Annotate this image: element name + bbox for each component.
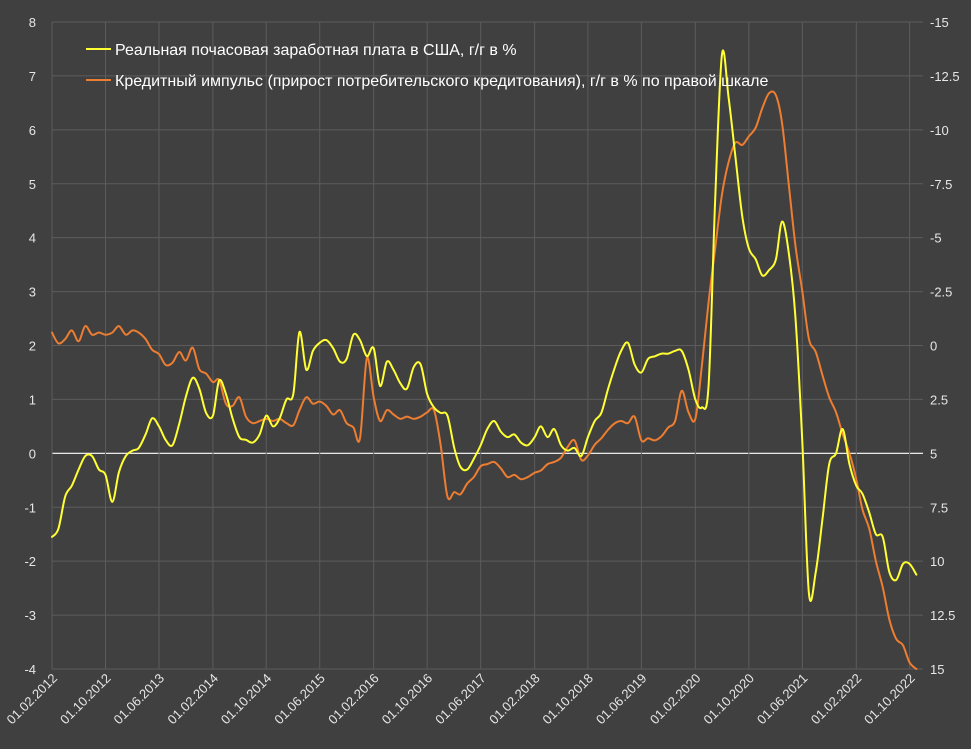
legend: Реальная почасовая заработная плата в СШ… — [86, 42, 769, 90]
series-line-real-wages — [51, 49, 918, 602]
gridlines — [51, 21, 923, 670]
y-right-tick-label: -7.5 — [930, 177, 952, 192]
y-right-tick-label: 2.5 — [930, 392, 948, 407]
y-left-tick-label: 5 — [29, 177, 36, 192]
y-left-tick-label: -2 — [24, 554, 36, 569]
right-axis-ticks: -15 -12.5 -10 -7.5 -5 -2.5 0 2.5 5 7.5 10 12.5 15 — [930, 15, 960, 677]
y-right-tick-label: 15 — [930, 662, 944, 677]
left-axis-ticks: -4 -3 -2 -1 0 1 2 3 4 5 6 7 8 — [24, 15, 36, 677]
y-right-tick-label: 0 — [930, 339, 937, 354]
legend-label-credit: Кредитный импульс (прирост потребительск… — [115, 73, 769, 90]
y-right-tick-label: 5 — [930, 446, 937, 461]
y-right-tick-label: 12.5 — [930, 608, 955, 623]
y-right-tick-label: -2.5 — [930, 285, 952, 300]
y-left-tick-label: -1 — [24, 500, 36, 515]
series-lines — [51, 49, 918, 670]
y-left-tick-label: 3 — [29, 285, 36, 300]
y-left-tick-label: 8 — [29, 15, 36, 30]
y-left-tick-label: 1 — [29, 392, 36, 407]
y-left-tick-label: 7 — [29, 69, 36, 84]
legend-label-wages: Реальная почасовая заработная плата в СШ… — [115, 42, 517, 59]
y-left-tick-label: 6 — [29, 123, 36, 138]
y-right-tick-label: 10 — [930, 554, 944, 569]
y-right-tick-label: -12.5 — [930, 69, 960, 84]
y-left-tick-label: -3 — [24, 608, 36, 623]
y-left-tick-label: 0 — [29, 446, 36, 461]
y-left-tick-label: -4 — [24, 662, 36, 677]
y-right-tick-label: 7.5 — [930, 500, 948, 515]
series-line-credit-impulse — [51, 90, 918, 670]
y-left-tick-label: 4 — [29, 231, 36, 246]
y-left-tick-label: 2 — [29, 339, 36, 354]
y-right-tick-label: -10 — [930, 123, 949, 138]
y-right-tick-label: -5 — [930, 231, 942, 246]
y-right-tick-label: -15 — [930, 15, 949, 30]
